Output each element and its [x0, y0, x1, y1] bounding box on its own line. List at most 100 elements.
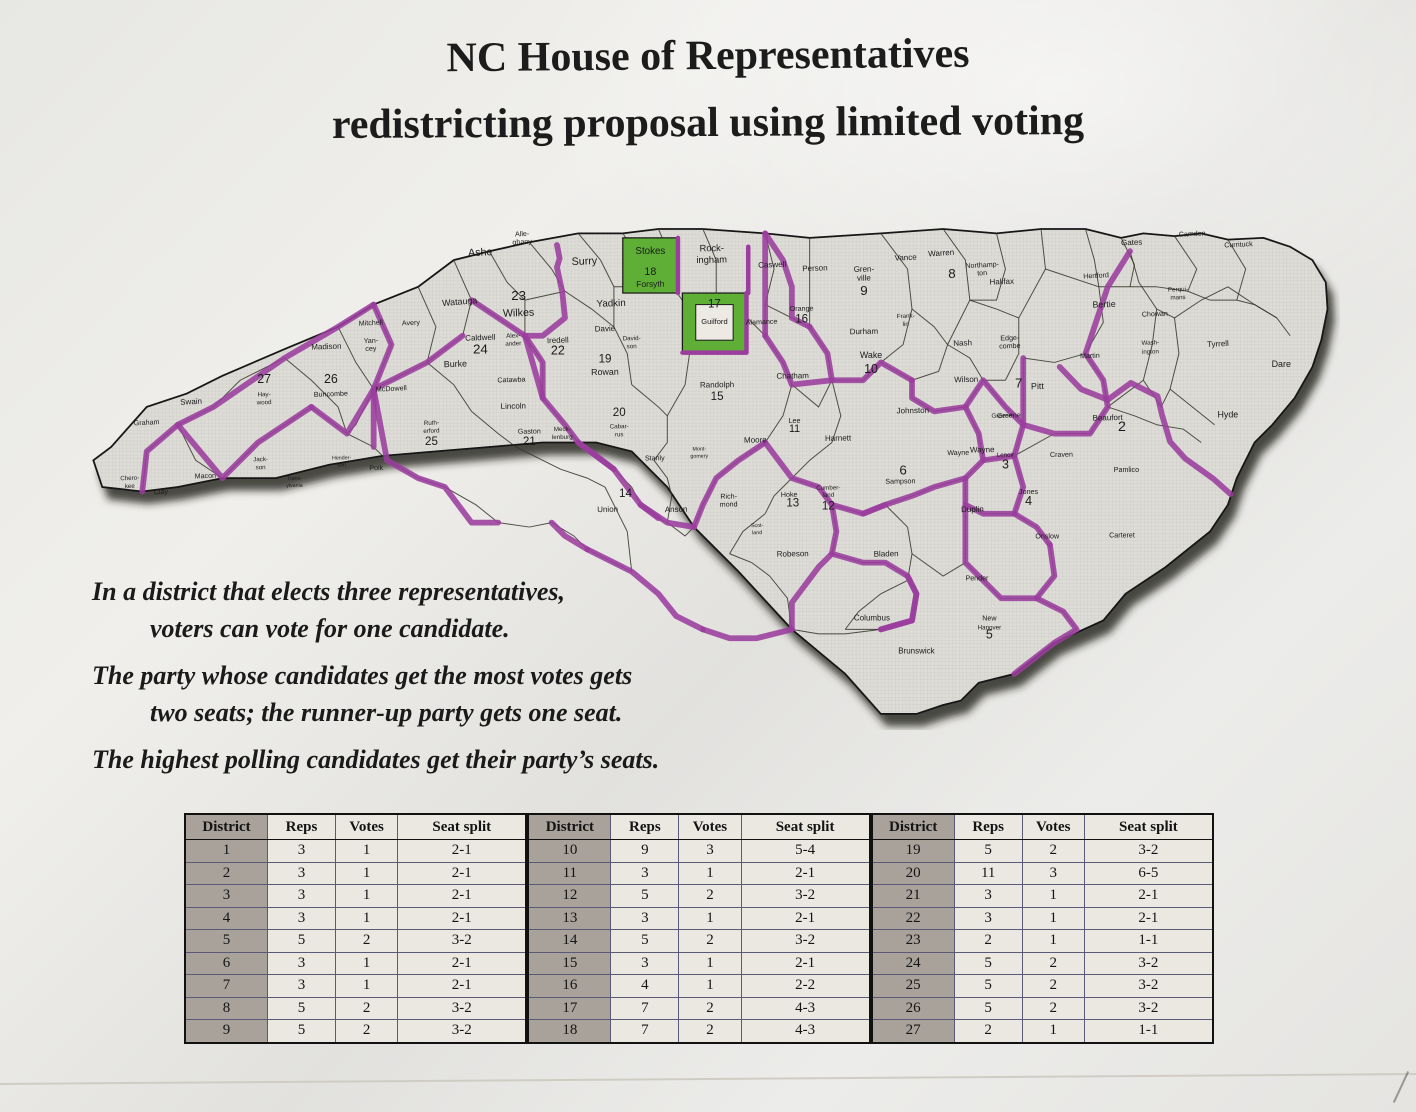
svg-text:11: 11 — [789, 423, 800, 435]
svg-text:26: 26 — [324, 372, 338, 386]
svg-text:24: 24 — [473, 342, 488, 357]
svg-text:Columbus: Columbus — [854, 613, 890, 622]
svg-text:Chero-: Chero- — [120, 475, 139, 483]
svg-text:Craven: Craven — [1050, 451, 1073, 459]
svg-text:Cabar-: Cabar- — [610, 423, 629, 430]
svg-text:Surry: Surry — [571, 255, 598, 268]
svg-text:son: son — [627, 343, 638, 350]
svg-text:Yadkin: Yadkin — [596, 298, 626, 310]
svg-text:3: 3 — [1002, 457, 1009, 471]
svg-text:wood: wood — [256, 399, 273, 407]
svg-text:David-: David- — [623, 335, 641, 342]
svg-text:Hender-: Hender- — [332, 455, 352, 461]
svg-text:ghany: ghany — [512, 238, 532, 247]
svg-text:kee: kee — [125, 483, 136, 490]
svg-text:Mitchell: Mitchell — [359, 318, 384, 327]
svg-text:New: New — [982, 614, 997, 622]
svg-text:23: 23 — [511, 288, 526, 303]
svg-text:son: son — [337, 462, 346, 468]
svg-text:rus: rus — [615, 431, 624, 438]
svg-text:Alamance: Alamance — [746, 318, 778, 327]
svg-text:Pitt: Pitt — [1031, 381, 1045, 391]
svg-text:ander: ander — [505, 340, 521, 348]
svg-text:Orange: Orange — [790, 305, 814, 313]
svg-text:12: 12 — [822, 500, 835, 512]
svg-text:5: 5 — [986, 627, 993, 641]
svg-text:ton: ton — [977, 269, 987, 278]
svg-text:25: 25 — [425, 436, 438, 448]
svg-text:13: 13 — [786, 498, 799, 510]
svg-text:Currituck: Currituck — [1224, 240, 1253, 250]
svg-text:erford: erford — [423, 427, 440, 435]
svg-text:Perqui-: Perqui- — [1168, 286, 1188, 294]
svg-text:Gaston: Gaston — [518, 427, 541, 435]
svg-text:cey: cey — [365, 345, 377, 353]
svg-text:Randolph: Randolph — [700, 380, 734, 390]
svg-text:Macon: Macon — [195, 472, 217, 481]
svg-text:Bladen: Bladen — [874, 549, 899, 558]
svg-text:Hyde: Hyde — [1218, 410, 1239, 420]
svg-text:Greene: Greene — [991, 412, 1012, 419]
svg-text:Moore: Moore — [744, 435, 767, 444]
svg-text:22: 22 — [551, 343, 565, 357]
svg-text:Rich-: Rich- — [720, 492, 737, 500]
svg-text:gomery: gomery — [690, 453, 708, 459]
svg-text:Caswell: Caswell — [758, 260, 787, 270]
svg-text:Cumber-: Cumber- — [816, 484, 840, 491]
svg-text:Dare: Dare — [1272, 359, 1291, 369]
svg-text:2: 2 — [1118, 419, 1126, 435]
svg-text:Polk: Polk — [369, 464, 383, 472]
svg-text:Swain: Swain — [180, 397, 202, 407]
svg-text:19: 19 — [599, 353, 612, 365]
svg-text:Pender: Pender — [965, 574, 989, 582]
svg-text:14: 14 — [619, 488, 632, 500]
svg-text:Madison: Madison — [311, 342, 342, 352]
svg-text:27: 27 — [257, 372, 271, 386]
svg-text:mond: mond — [720, 500, 738, 508]
svg-text:7: 7 — [1015, 375, 1022, 390]
svg-text:Pamlico: Pamlico — [1114, 466, 1139, 474]
svg-text:Wake: Wake — [860, 350, 882, 360]
svg-text:Sampson: Sampson — [885, 477, 915, 486]
svg-text:6: 6 — [899, 463, 906, 478]
svg-text:Avery: Avery — [402, 319, 421, 328]
svg-text:mans: mans — [1170, 294, 1185, 302]
svg-text:Harnett: Harnett — [825, 434, 852, 443]
svg-text:Wayne: Wayne — [970, 445, 995, 454]
svg-text:10: 10 — [864, 362, 878, 376]
svg-text:Stokes: Stokes — [635, 246, 665, 257]
svg-text:Trans-: Trans- — [287, 476, 303, 482]
svg-text:8: 8 — [948, 266, 955, 281]
svg-text:Frank-: Frank- — [897, 313, 915, 321]
svg-text:combe: combe — [999, 342, 1021, 351]
svg-text:Hertford: Hertford — [1083, 271, 1109, 280]
svg-text:Davie: Davie — [595, 324, 616, 333]
svg-text:Duplin: Duplin — [961, 505, 984, 514]
svg-text:Union: Union — [597, 505, 618, 514]
svg-text:ylvania: ylvania — [286, 483, 303, 489]
svg-text:Brunswick: Brunswick — [898, 646, 935, 655]
svg-text:17: 17 — [708, 298, 721, 310]
svg-text:Meck-: Meck- — [554, 426, 571, 433]
svg-text:Hay-: Hay- — [257, 391, 270, 398]
svg-text:Martin: Martin — [1080, 352, 1100, 361]
svg-text:Catawba: Catawba — [497, 376, 525, 385]
svg-text:Forsyth: Forsyth — [636, 279, 665, 289]
svg-text:Graham: Graham — [134, 418, 160, 427]
svg-text:Tyrrell: Tyrrell — [1207, 339, 1229, 349]
svg-text:Chowan: Chowan — [1142, 310, 1168, 319]
svg-text:Buncombe: Buncombe — [314, 390, 348, 399]
svg-text:Wash-: Wash- — [1141, 339, 1159, 347]
svg-text:Johnston: Johnston — [897, 406, 930, 416]
svg-text:Alex-: Alex- — [506, 332, 520, 339]
svg-text:18: 18 — [644, 266, 656, 278]
svg-text:Halifax: Halifax — [989, 277, 1014, 287]
svg-text:Rock-: Rock- — [699, 243, 724, 253]
svg-text:land: land — [752, 530, 762, 536]
svg-text:Wayne: Wayne — [947, 449, 969, 457]
svg-text:Yan-: Yan- — [364, 337, 379, 346]
svg-text:Person: Person — [802, 263, 828, 273]
svg-text:20: 20 — [613, 407, 626, 419]
svg-text:Gates: Gates — [1121, 238, 1143, 248]
svg-text:Ruth-: Ruth- — [424, 419, 439, 427]
